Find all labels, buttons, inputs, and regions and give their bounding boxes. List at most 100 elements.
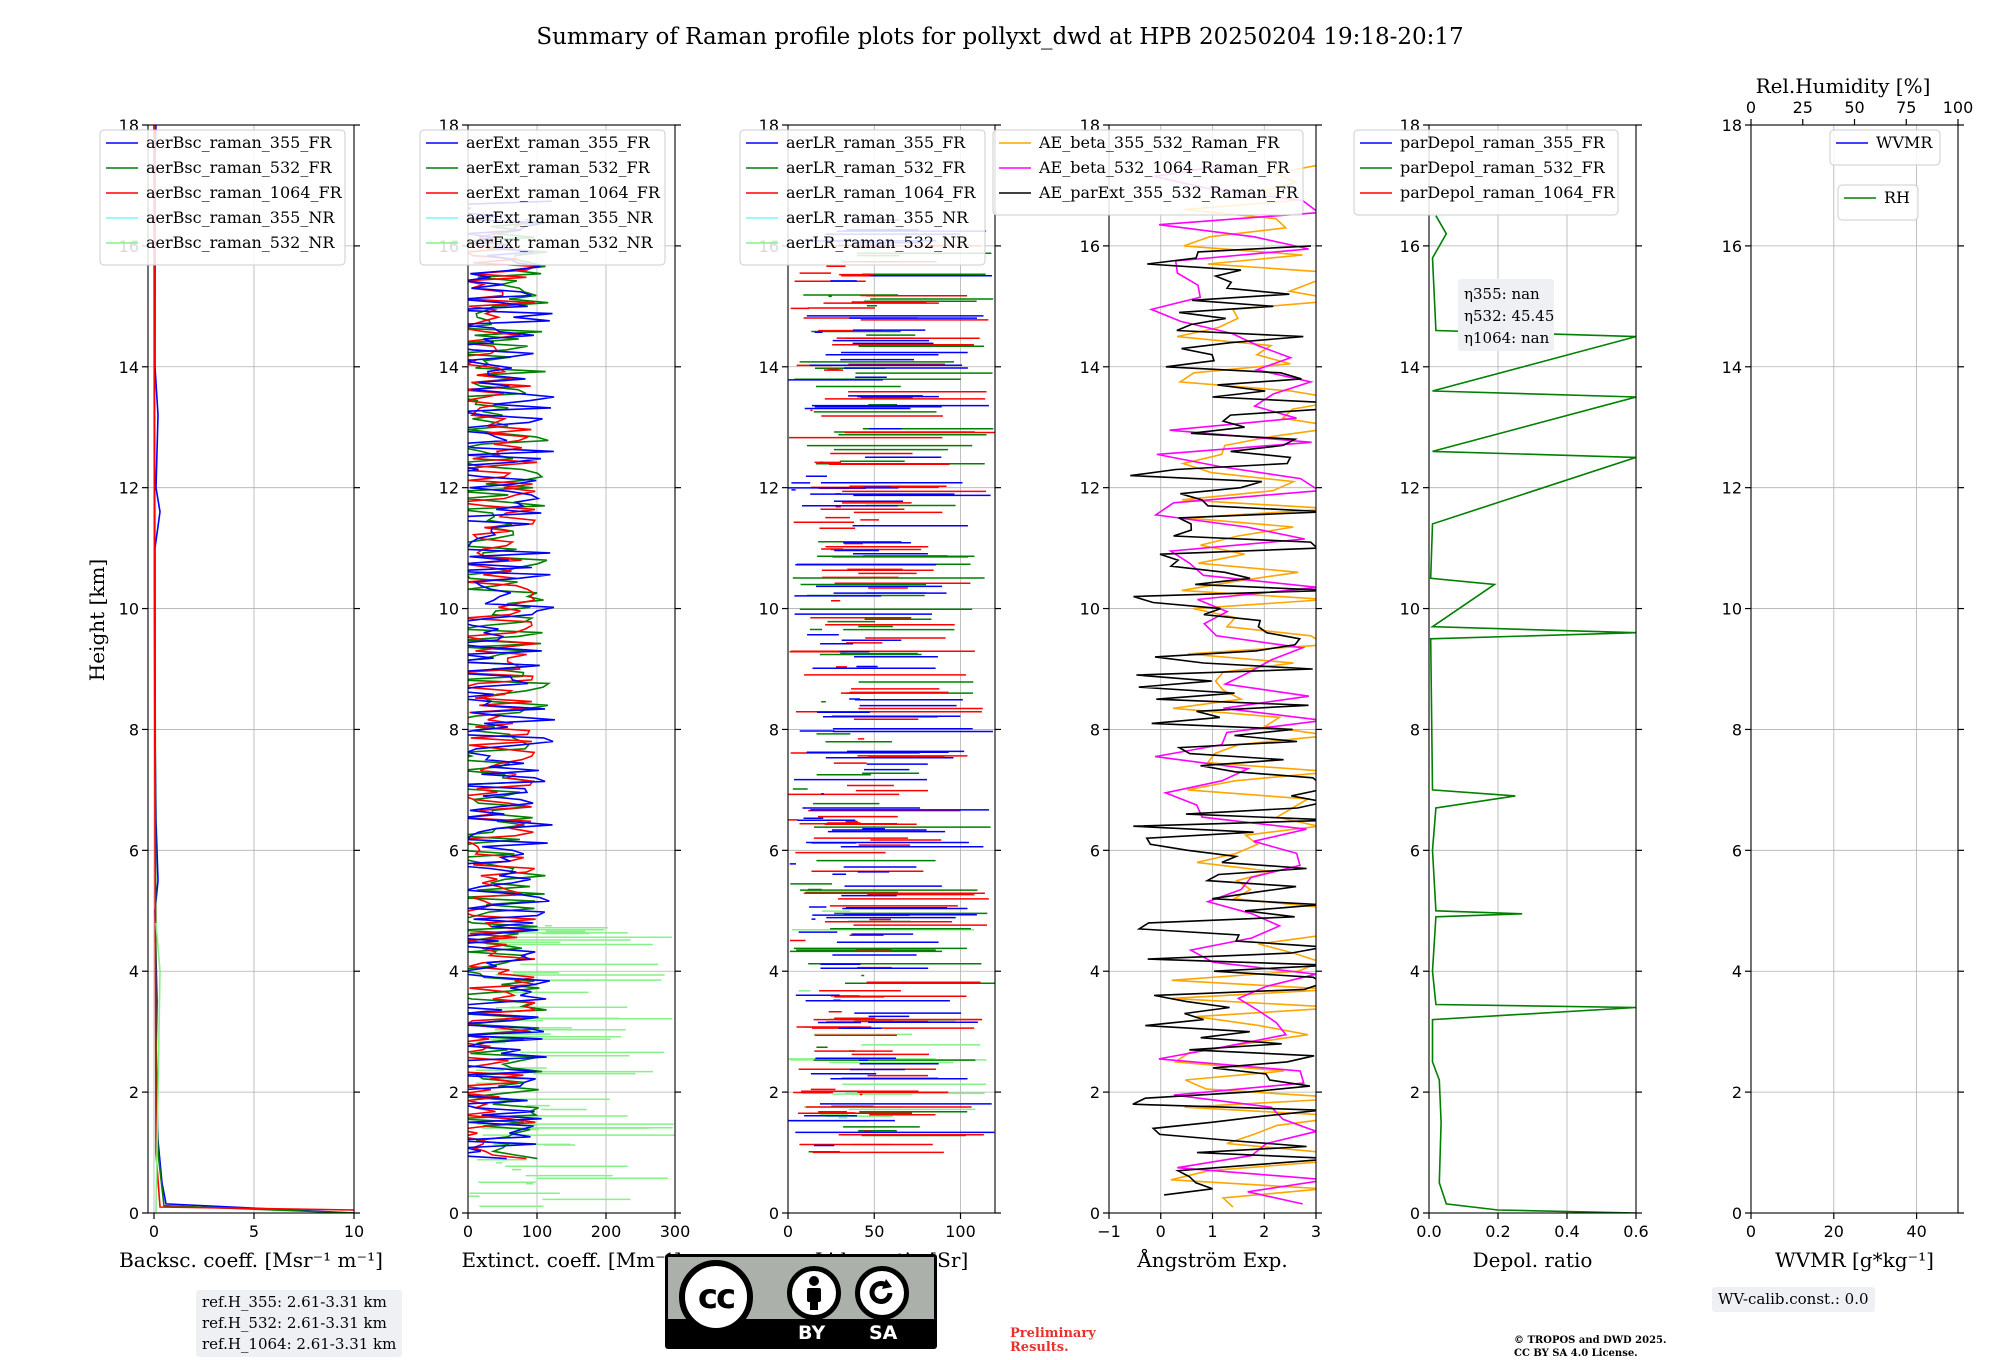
y-tick-label: 10 [1080,600,1100,619]
data-traces [1429,215,1636,1213]
series-aerBsc_raman_355_FR [154,125,354,1213]
x-tick-label: 200 [591,1222,622,1241]
y-tick-label: 6 [1410,841,1420,860]
x-tick-label: 50 [864,1222,884,1241]
legend-entry: aerExt_raman_355_FR [466,133,651,152]
axes-frame [467,124,676,1214]
x-tick-label: 0 [149,1222,159,1241]
preliminary-line-2: Results. [1010,1340,1069,1355]
y-tick-label: 16 [1722,237,1742,256]
legend-panel-4: AE_beta_355_532_Raman_FR AE_beta_532_1064… [992,129,1304,216]
y-tick-label: 12 [119,479,139,498]
legend-panel-1: aerBsc_raman_355_FR aerBsc_raman_532_FRae… [99,129,346,266]
legend-entry: aerExt_raman_355_NR [466,208,654,227]
y-tick-label: 2 [1732,1083,1742,1102]
legend-entry: AE_beta_355_532_Raman_FR [1038,133,1280,152]
ref-height-1064: ref.H_1064: 2.61-3.31 km [202,1335,397,1353]
legend-frame [992,129,1304,216]
y-tick-label: 16 [1400,237,1420,256]
legend-entry: RH [1884,188,1910,207]
legend-frame [1829,129,1941,166]
y-tick-label: 18 [1722,116,1742,135]
y-tick-label: 0 [769,1204,779,1223]
top-x-tick-label: 50 [1844,98,1864,117]
x-tick-label: 0 [1156,1222,1166,1241]
legend-entry: aerExt_raman_532_FR [466,158,651,177]
x-tick-label: 10 [344,1222,364,1241]
legend-entry: parDepol_raman_1064_FR [1400,183,1616,202]
x-tick-label: 1 [1207,1222,1217,1241]
y-tick-label: 16 [1080,237,1100,256]
legend-entry: aerBsc_raman_1064_FR [146,183,343,202]
y-tick-label: 8 [769,720,779,739]
x-tick-label: 0.4 [1554,1222,1579,1241]
legend-frame [419,129,666,266]
y-tick-label: 2 [769,1083,779,1102]
legend-entry: aerLR_raman_1064_FR [786,183,976,202]
x-tick-label: 100 [945,1222,976,1241]
axes-frame [1750,124,1959,1214]
depol-eta-annotation: η355: nan η532: 45.45 η1064: nan [1458,279,1554,351]
y-tick-label: 12 [1722,479,1742,498]
legend-entry: aerLR_raman_532_FR [786,158,966,177]
series-aerBsc_raman_1064_FR [153,125,354,1211]
y-tick-label: 10 [119,600,139,619]
legend-panel-3: aerLR_raman_355_FR aerLR_raman_532_FR aerL… [739,129,986,266]
legend-frame [1837,184,1919,221]
x-tick-label: 5 [249,1222,259,1241]
y-tick-label: 14 [1080,358,1100,377]
y-tick-label: 10 [1400,600,1420,619]
legend-entry: parDepol_raman_355_FR [1400,133,1606,152]
y-tick-label: 14 [119,358,139,377]
x-tick-label: 0.0 [1416,1222,1441,1241]
y-tick-label: 8 [129,720,139,739]
legend-frame [99,129,346,266]
y-tick-label: 4 [769,962,779,981]
y-tick-label: 12 [759,479,779,498]
y-tick-label: 14 [759,358,779,377]
series-AE_beta_355_532_Raman_FR [1170,164,1316,1208]
legend-entry: aerBsc_raman_355_NR [146,208,335,227]
x-tick-label: 20 [1824,1222,1844,1241]
y-tick-label: 4 [1090,962,1100,981]
y-tick-label: 14 [439,358,459,377]
legend-entry: aerBsc_raman_532_FR [146,158,332,177]
x-axis-label: Ångström Exp. [1136,1247,1287,1272]
y-tick-label: 6 [129,841,139,860]
ref-height-532: ref.H_532: 2.61-3.31 km [202,1314,387,1332]
series-aerExt_raman_532_NR [469,925,675,1207]
attribution-person-icon [787,1266,841,1320]
chart-panel-1: 0246810121416180510Backsc. coeff. [Msr⁻¹… [99,116,383,1272]
x-axis-label: WVMR [g*kg⁻¹] [1775,1248,1934,1272]
y-tick-label: 8 [1090,720,1100,739]
legend-entry: aerExt_raman_1064_FR [466,183,661,202]
legend-entry: aerLR_raman_532_NR [786,233,969,252]
x-tick-label: 300 [660,1222,691,1241]
annotation-line: η355: nan [1464,285,1540,303]
legend-entry: aerExt_raman_532_NR [466,233,654,252]
x-axis-label: Extinct. coeff. [Mm⁻¹] [461,1248,681,1272]
legend-entry: WVMR [1876,133,1933,152]
annotation-box [1458,279,1554,351]
cc-sa-label: SA [869,1322,898,1344]
y-tick-label: 4 [1732,962,1742,981]
y-tick-label: 10 [1722,600,1742,619]
annotation-line: η532: 45.45 [1464,307,1554,325]
y-tick-label: 12 [439,479,459,498]
y-tick-label: 10 [439,600,459,619]
cc-by-sa-badge: cc BY SA [665,1254,937,1349]
series-AE_parExt_355_532_Raman_FR [1130,245,1316,1196]
share-alike-icon [855,1266,909,1320]
legend-wvmr: WVMR [1829,129,1941,166]
chart-panel-3: 024681012141618050100Lidar ratio [Sr]aer… [739,116,1001,1272]
data-traces [788,219,995,1154]
series-aerExt_raman_355_FR [468,200,556,1160]
copyright-line-1: © TROPOS and DWD 2025. [1514,1335,1667,1346]
top-x-tick-label: 100 [1943,98,1974,117]
top-x-tick-label: 0 [1746,98,1756,117]
x-tick-label: 0 [463,1222,473,1241]
x-axis-label: Depol. ratio [1473,1248,1593,1272]
y-tick-label: 0 [129,1204,139,1223]
